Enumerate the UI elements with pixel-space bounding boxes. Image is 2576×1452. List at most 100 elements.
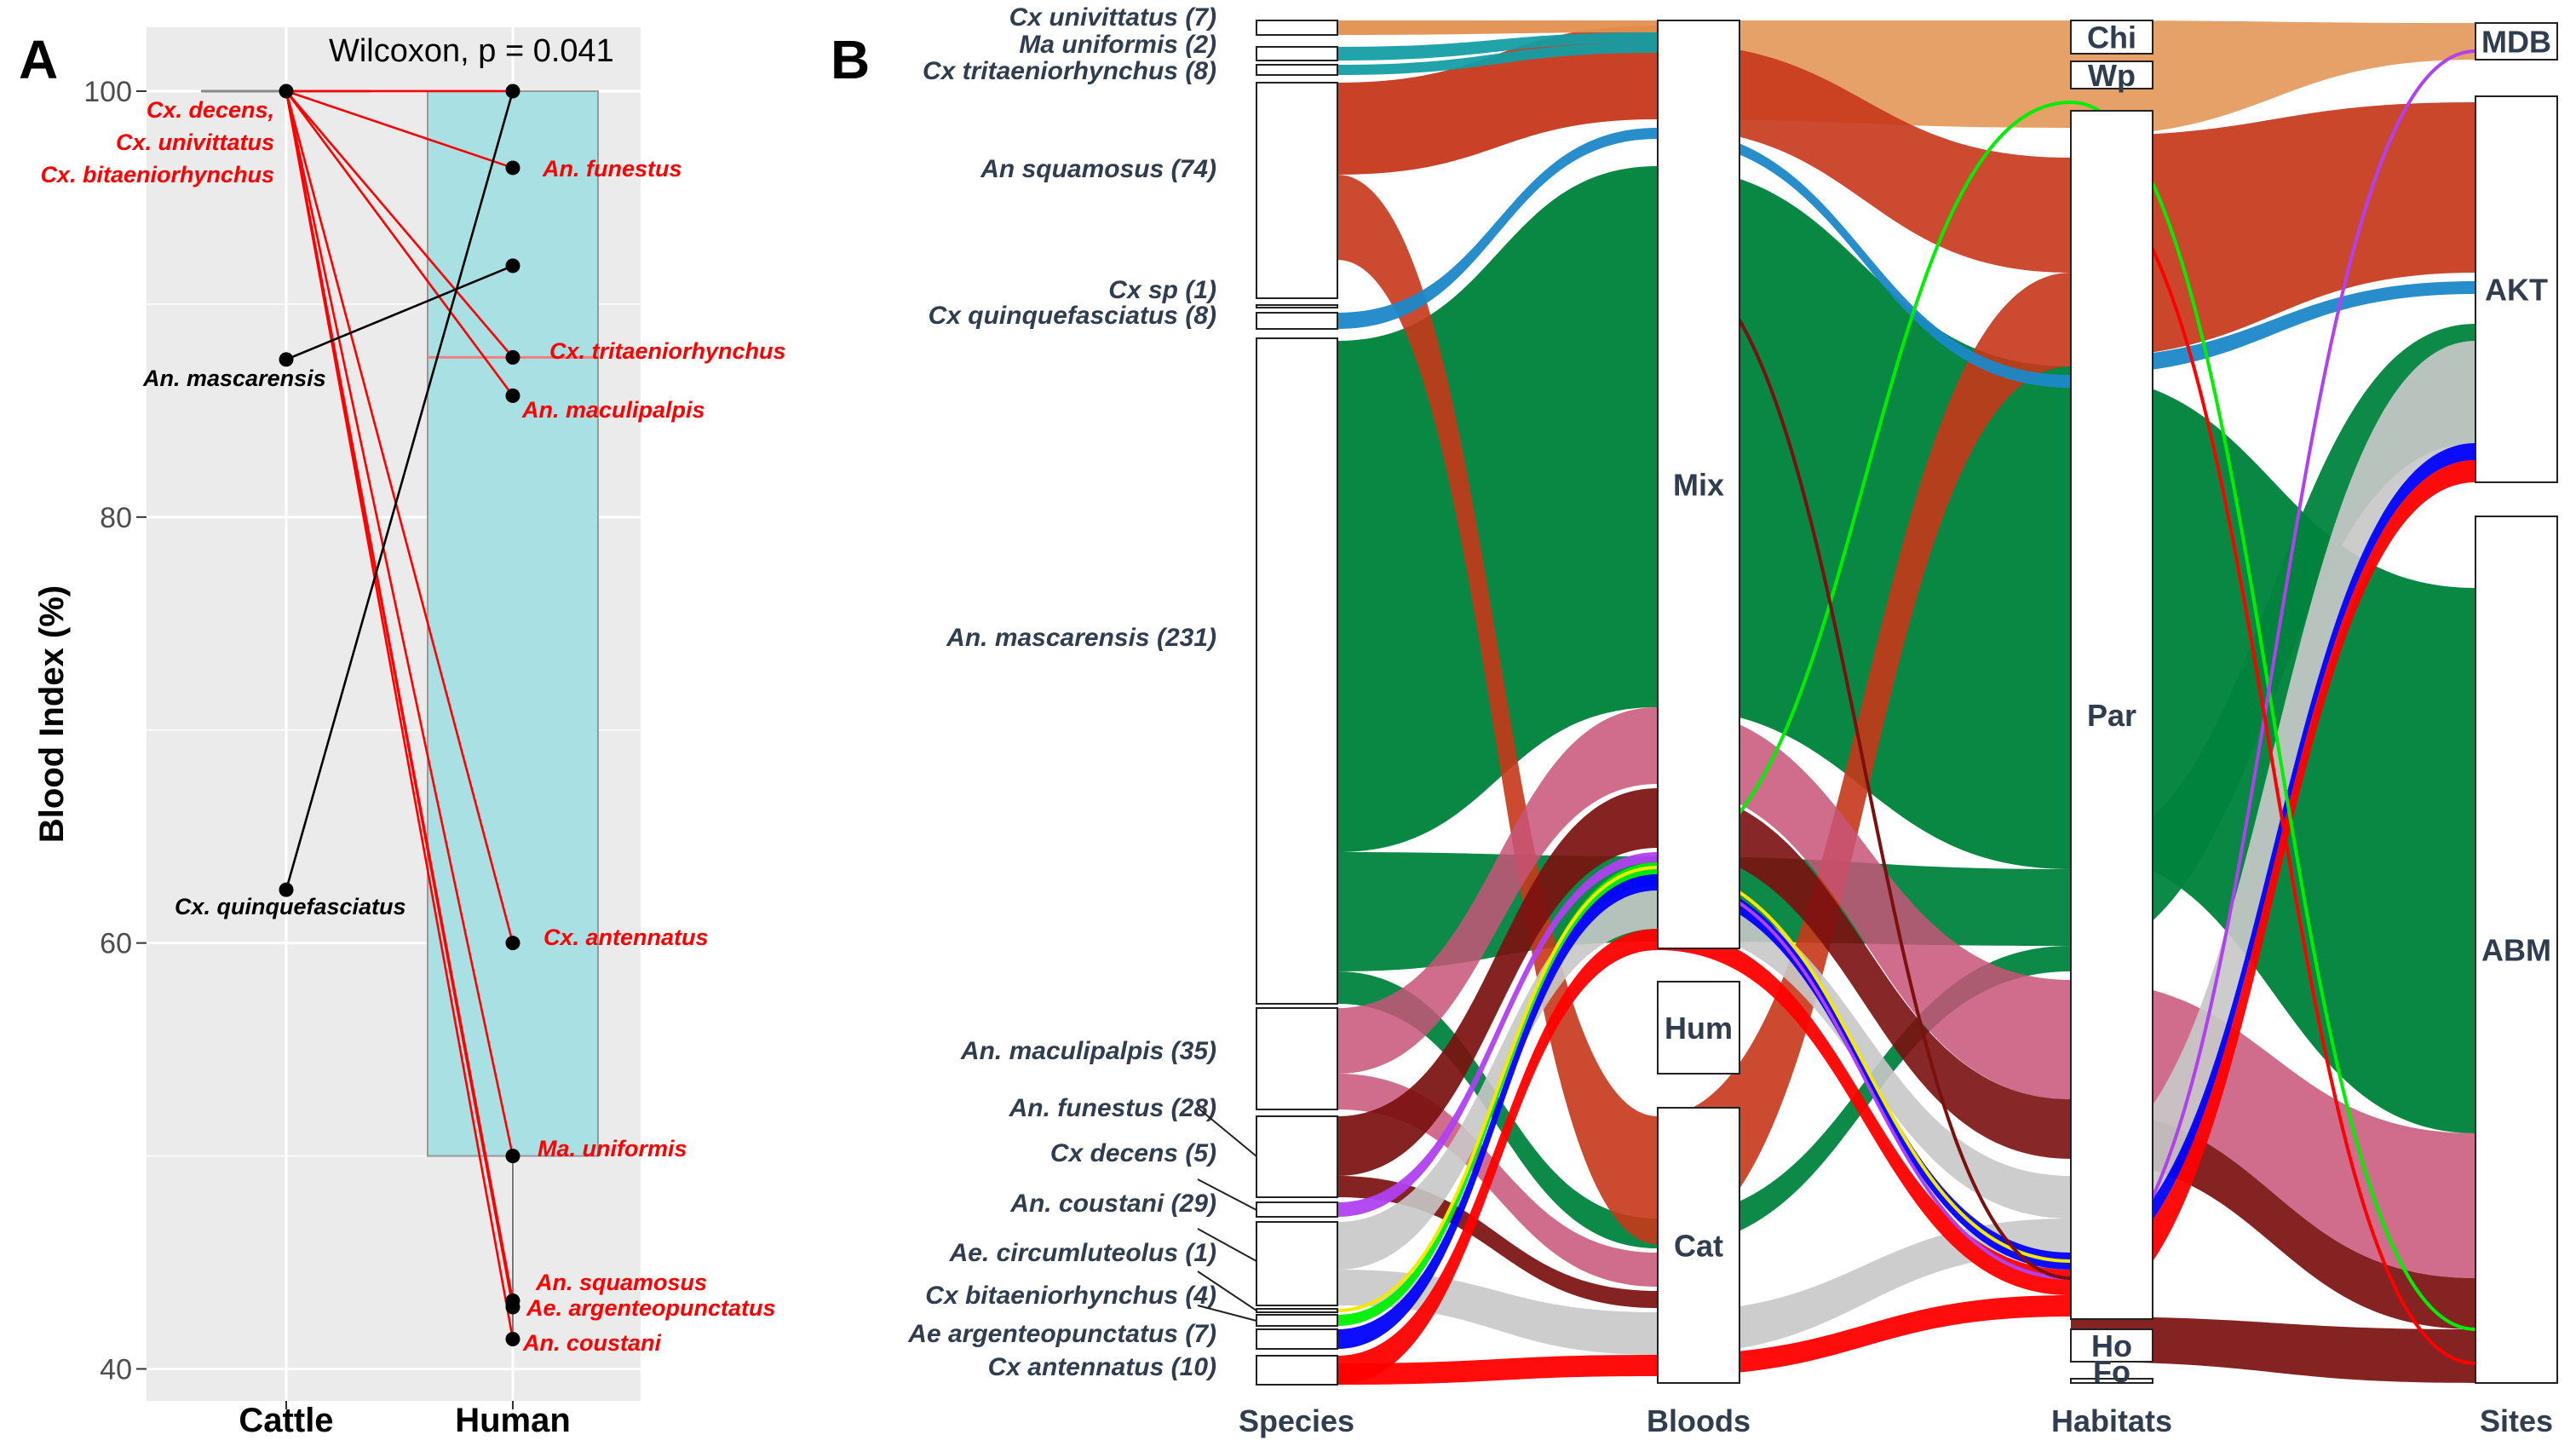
flow-coustani-mix xyxy=(1337,886,1658,1270)
point-label: Cx. quinquefasciatus xyxy=(175,894,406,919)
data-point xyxy=(279,84,294,99)
site-node xyxy=(2475,22,2558,60)
species-node xyxy=(1256,46,1338,61)
panel-b-letter: B xyxy=(831,29,870,90)
species-node xyxy=(1256,337,1338,1005)
point-label: An. maculipalpis xyxy=(521,397,705,423)
species-label: An. coustani (29) xyxy=(1009,1190,1216,1218)
habitat-node-label: Ho xyxy=(2091,1328,2132,1363)
box-human xyxy=(427,89,599,1157)
flow-univittatus xyxy=(1337,20,1658,35)
species-label: Cx antennatus (10) xyxy=(988,1353,1216,1381)
site-node-label: MDB xyxy=(2481,25,2551,60)
panel-a-chart: Cx. decens, Cx. univittatus Cx. bitaeniorh… xyxy=(33,27,786,1439)
point-label-line: Cx. bitaeniorhynchus xyxy=(40,162,274,187)
alluvial-axis-label: Sites xyxy=(2480,1403,2553,1438)
point-labels: Cx. decens, Cx. univittatus Cx. bitaeniorh… xyxy=(40,97,785,1356)
flow-hab-argenteopunctatus xyxy=(1658,874,2071,1270)
species-node xyxy=(1256,312,1338,330)
species-node xyxy=(1256,1308,1338,1313)
point-label: Ae. argenteopunctatus xyxy=(526,1295,776,1321)
species-label: Cx tritaeniorhynchus (8) xyxy=(923,57,1216,85)
blood-node xyxy=(1657,20,1740,949)
flow-argenteopunctatus xyxy=(1337,874,1658,1349)
y-tick-label: 80 xyxy=(100,502,132,534)
habitat-node-label: Wp xyxy=(2088,58,2136,93)
y-axis-title: Blood Index (%) xyxy=(33,585,71,843)
x-tick-label: Cattle xyxy=(239,1402,333,1439)
species-node xyxy=(1256,20,1338,36)
pair-line xyxy=(285,90,515,944)
paired-lines xyxy=(285,89,515,1340)
flow-antennatus-cat xyxy=(1337,1355,1658,1385)
flow-tritaeniorhynchus xyxy=(1337,43,1658,75)
habitat-node xyxy=(2070,20,2153,55)
point-label: Cx. tritaeniorhynchus xyxy=(549,338,786,364)
data-points xyxy=(279,84,520,1347)
x-axis-ticks: Cattle Human xyxy=(239,1401,571,1439)
species-node xyxy=(1256,1221,1338,1306)
leader-line xyxy=(1197,1178,1257,1211)
species-label: Ae. circumluteolus (1) xyxy=(949,1239,1216,1267)
site-node-label: AKT xyxy=(2485,273,2548,308)
habitat-node xyxy=(2070,1378,2153,1384)
point-label: An. mascarensis xyxy=(142,366,326,391)
flow-site-quinquefasciatus xyxy=(2071,281,2475,375)
leader-line xyxy=(1197,1305,1257,1322)
box-plots xyxy=(201,89,599,1342)
site-node xyxy=(2475,95,2558,483)
habitat-node-label: Chi xyxy=(2087,20,2136,55)
species-label: An. maculipalpis (35) xyxy=(960,1037,1216,1065)
habitat-node-label: Fo xyxy=(2093,1354,2130,1389)
pair-line xyxy=(285,264,514,361)
species-label: Ma uniformis (2) xyxy=(1019,31,1216,59)
flow-hab-maculipalpis xyxy=(1658,707,2071,1099)
point-label: Ma. uniformis xyxy=(538,1136,687,1161)
blood-node xyxy=(1657,1107,1740,1384)
flow-maculipalpis-mix xyxy=(1337,707,1658,1074)
flow-hab-antennatus xyxy=(1658,929,2071,1295)
flow-hab-antennatus-cat xyxy=(1658,1295,2071,1376)
leader-line xyxy=(1197,1228,1257,1262)
flow-funestus-mix xyxy=(1337,788,1658,1176)
leader-line xyxy=(1197,1107,1257,1157)
y-tick-label: 40 xyxy=(100,1354,132,1386)
site-node-label: ABM xyxy=(2481,933,2551,968)
species-label: Ae argenteopunctatus (7) xyxy=(907,1320,1216,1348)
species-label: Cx sp (1) xyxy=(1108,276,1216,304)
leader-line xyxy=(1197,1270,1257,1311)
flow-hab-mascarensis xyxy=(1658,166,2071,869)
flow-site-argenteopunctatus xyxy=(2071,443,2475,1274)
data-point xyxy=(279,882,294,897)
species-labels: Cx univittatus (7)Ma uniformis (2)Cx tri… xyxy=(907,3,1257,1381)
flow-decens xyxy=(1337,852,1658,1217)
point-label-line: An. coustani xyxy=(522,1330,662,1356)
data-point xyxy=(505,84,520,99)
habitat-node xyxy=(2070,1328,2153,1363)
blood-node-label: Hum xyxy=(1665,1011,1733,1046)
pair-line xyxy=(285,90,515,1156)
point-label-line: An. squamosus xyxy=(535,1270,707,1295)
flow-hab-mascarensis-cat xyxy=(1658,946,2071,1248)
species-label: Cx decens (5) xyxy=(1050,1139,1216,1167)
species-node xyxy=(1256,1328,1338,1350)
point-label-line: An. mascarensis xyxy=(142,366,326,391)
alluvial-axis-label: Habitats xyxy=(2051,1403,2172,1438)
data-point xyxy=(505,1299,520,1315)
flow-site-antennatus xyxy=(2071,460,2475,1317)
point-label: An. funestus xyxy=(542,156,682,182)
data-point xyxy=(279,352,294,367)
pair-line xyxy=(285,90,515,397)
habitat-node xyxy=(2070,110,2153,1320)
data-point xyxy=(505,1149,520,1164)
point-label: An. coustani xyxy=(522,1330,662,1356)
point-label-line: Cx. decens, xyxy=(147,97,274,123)
flow-hab-funestus xyxy=(1658,788,2071,1159)
species-node xyxy=(1256,1314,1338,1327)
pair-line xyxy=(285,90,514,359)
point-label-line: Cx. tritaeniorhynchus xyxy=(549,338,786,364)
flow-site-ho xyxy=(2071,1317,2475,1383)
wilcoxon-annotation: Wilcoxon, p = 0.041 xyxy=(329,33,614,69)
